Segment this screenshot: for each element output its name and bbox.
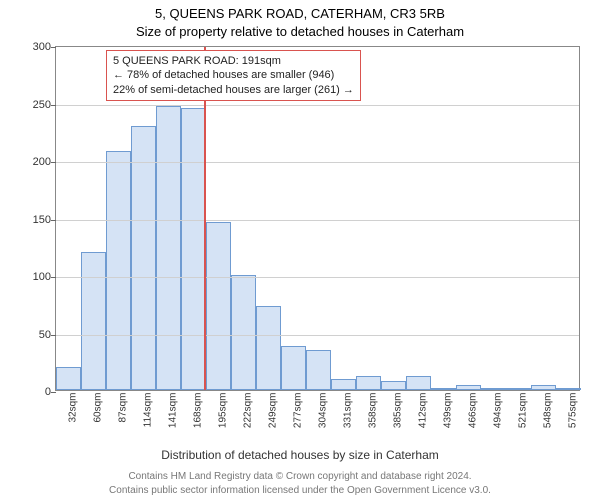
xtick-label: 141sqm — [167, 393, 178, 429]
grid-line — [56, 277, 579, 278]
footer-copyright-2: Contains public sector information licen… — [0, 485, 600, 496]
histogram-bar — [306, 350, 331, 390]
histogram-bar — [481, 388, 506, 390]
page-title: 5, QUEENS PARK ROAD, CATERHAM, CR3 5RB — [0, 6, 600, 21]
xtick-label: 358sqm — [367, 393, 378, 429]
histogram-bar — [81, 252, 106, 390]
xtick-label: 466sqm — [467, 393, 478, 429]
xtick-label: 575sqm — [567, 393, 578, 429]
xtick-label: 548sqm — [542, 393, 553, 429]
xtick-label: 304sqm — [317, 393, 328, 429]
xtick-label: 494sqm — [492, 393, 503, 429]
histogram-bar — [106, 151, 131, 390]
annotation-line: 22% of semi-detached houses are larger (… — [113, 83, 354, 97]
xtick-label: 195sqm — [217, 393, 228, 429]
grid-line — [56, 220, 579, 221]
xtick-label: 87sqm — [117, 393, 128, 423]
histogram-bar — [256, 306, 281, 390]
ytick-mark — [51, 277, 56, 278]
xtick-label: 222sqm — [242, 393, 253, 429]
histogram-bar — [506, 388, 531, 390]
histogram-bar — [181, 108, 206, 390]
ytick-label: 300 — [21, 41, 51, 53]
footer-copyright-1: Contains HM Land Registry data © Crown c… — [0, 471, 600, 482]
ytick-label: 150 — [21, 214, 51, 226]
histogram-bar — [206, 222, 231, 390]
xtick-label: 277sqm — [292, 393, 303, 429]
xtick-label: 412sqm — [417, 393, 428, 429]
xtick-label: 32sqm — [67, 393, 78, 423]
histogram-bar — [556, 388, 581, 390]
annotation-line: 5 QUEENS PARK ROAD: 191sqm — [113, 54, 354, 68]
ytick-mark — [51, 335, 56, 336]
chart-subtitle: Size of property relative to detached ho… — [0, 24, 600, 39]
annotation-line: ← 78% of detached houses are smaller (94… — [113, 68, 354, 82]
histogram-bar — [356, 376, 381, 390]
xtick-label: 249sqm — [267, 393, 278, 429]
xtick-label: 114sqm — [142, 393, 153, 428]
ytick-mark — [51, 220, 56, 221]
histogram-bar — [281, 346, 306, 390]
grid-line — [56, 105, 579, 106]
ytick-mark — [51, 392, 56, 393]
histogram-bar — [131, 126, 156, 391]
xtick-label: 385sqm — [392, 393, 403, 429]
xtick-label: 521sqm — [517, 393, 528, 429]
xtick-label: 439sqm — [442, 393, 453, 429]
histogram-bar — [531, 385, 556, 390]
ytick-mark — [51, 47, 56, 48]
histogram-bar — [331, 379, 356, 391]
histogram-bar — [406, 376, 431, 390]
x-axis-label: Distribution of detached houses by size … — [0, 448, 600, 462]
ytick-label: 200 — [21, 156, 51, 168]
ytick-mark — [51, 105, 56, 106]
grid-line — [56, 162, 579, 163]
ytick-label: 250 — [21, 99, 51, 111]
grid-line — [56, 335, 579, 336]
histogram-bar — [381, 381, 406, 390]
histogram-bar — [456, 385, 481, 390]
histogram-bar — [231, 275, 256, 390]
xtick-label: 60sqm — [92, 393, 103, 423]
histogram-bar — [56, 367, 81, 390]
histogram-bar — [156, 106, 181, 390]
xtick-label: 331sqm — [342, 393, 353, 429]
histogram-bar — [431, 388, 456, 390]
ytick-mark — [51, 162, 56, 163]
ytick-label: 50 — [21, 329, 51, 341]
xtick-label: 168sqm — [192, 393, 203, 429]
chart-plot-area: 05010015020025030032sqm60sqm87sqm114sqm1… — [55, 46, 580, 391]
annotation-box: 5 QUEENS PARK ROAD: 191sqm← 78% of detac… — [106, 50, 361, 101]
ytick-label: 0 — [21, 386, 51, 398]
ytick-label: 100 — [21, 271, 51, 283]
